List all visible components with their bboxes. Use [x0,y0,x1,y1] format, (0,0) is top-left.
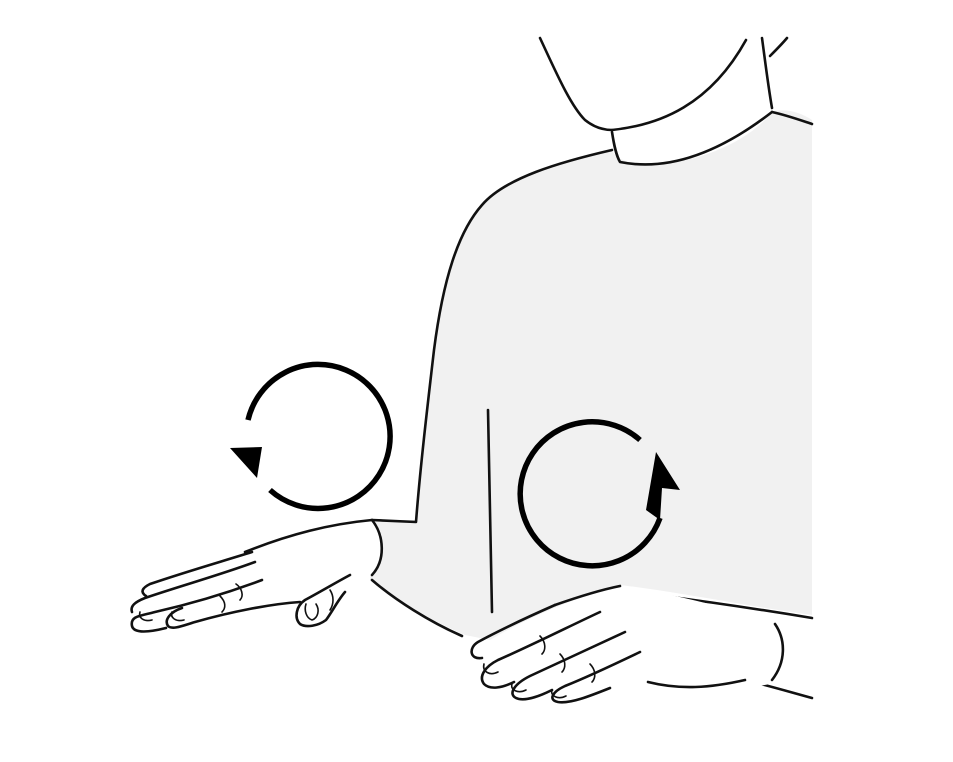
left-middle-finger [130,578,264,633]
left-hand-knuckle-ridge [370,518,384,577]
left-finger-crease-2 [235,583,243,601]
right-middle-finger [480,610,602,689]
right-nail-3 [550,689,567,699]
left-shoulder-outline [370,148,614,524]
clockwise-arrow-ring [517,419,663,569]
torso-figure [370,36,814,700]
left-hand [130,518,384,633]
left-hand-thumb [295,573,352,628]
left-thumb-crease [329,589,334,611]
left-index-finger [165,600,302,629]
neck-left-outline [538,36,614,132]
right-hand-back [553,584,622,607]
right-pinky-finger [551,650,642,704]
right-hand [470,584,786,704]
counterclockwise-arrow-head [230,447,262,478]
left-nail-2 [170,611,185,622]
right-finger-crease-3 [589,663,596,683]
right-wrist-ridge [770,622,785,682]
right-nail-1 [482,663,499,675]
clockwise-arrow-head [646,452,680,520]
left-nail-1 [138,611,153,622]
right-hand-fill [471,586,786,699]
jaw-outline [610,38,748,132]
counterclockwise-arrow-icon [230,361,393,512]
right-nail-2 [510,683,527,693]
left-pinky-finger [141,550,254,598]
chin-tip-outline [768,36,789,58]
right-finger-crease-1 [539,635,546,655]
clockwise-arrow-icon [517,419,680,569]
neck-right-outline [760,36,774,110]
shirt-body [370,110,812,640]
sleeve-crease [486,408,494,614]
collar-outline [610,110,774,166]
right-hand-underside [646,678,747,689]
right-shoulder-outline [770,110,814,126]
left-hand-fill [133,520,382,632]
right-ring-finger [511,630,627,701]
left-thumb-nail [304,603,319,621]
left-hand-back [243,518,374,554]
right-finger-crease-2 [559,653,566,673]
left-forearm-lower [370,578,464,638]
right-index-finger [470,603,557,660]
left-ring-finger [130,560,257,614]
left-finger-crease-1 [219,595,226,613]
counterclockwise-arrow-ring [245,361,393,512]
